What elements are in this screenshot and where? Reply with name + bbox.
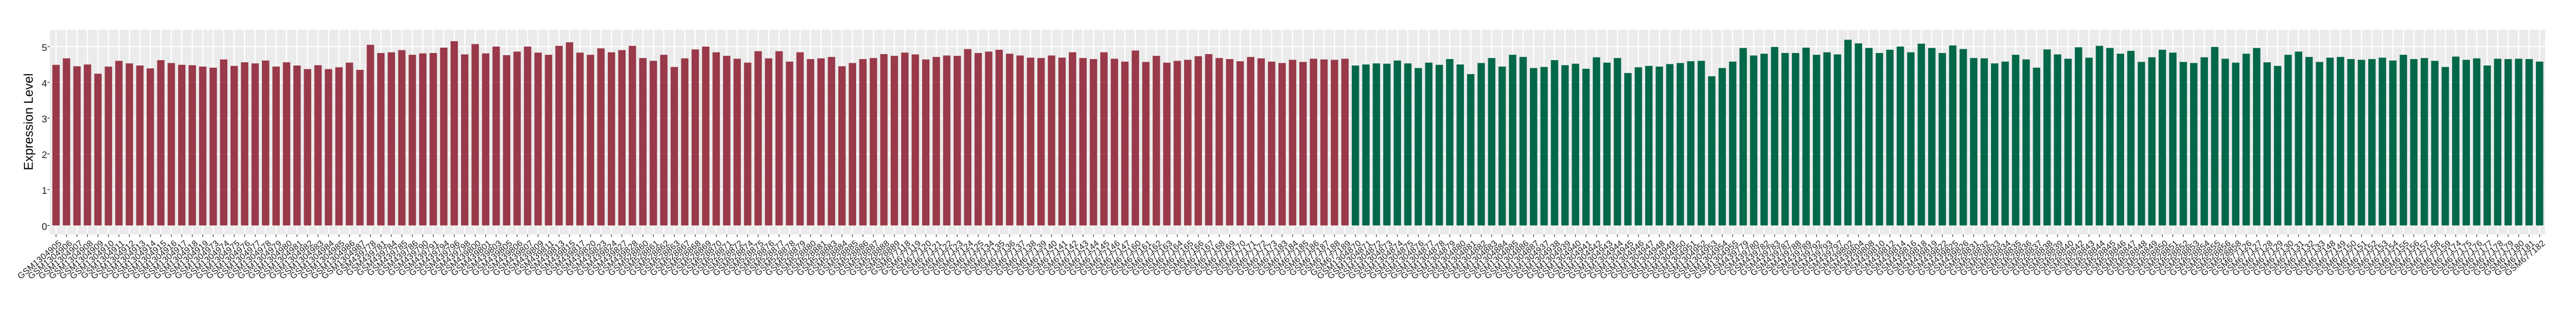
svg-text:0: 0	[42, 221, 47, 232]
svg-text:Expression Level: Expression Level	[22, 74, 36, 171]
svg-text:4: 4	[42, 78, 47, 89]
svg-text:5: 5	[42, 42, 47, 53]
svg-text:1: 1	[42, 185, 47, 196]
svg-text:3: 3	[42, 114, 47, 125]
svg-text:2: 2	[42, 149, 47, 160]
